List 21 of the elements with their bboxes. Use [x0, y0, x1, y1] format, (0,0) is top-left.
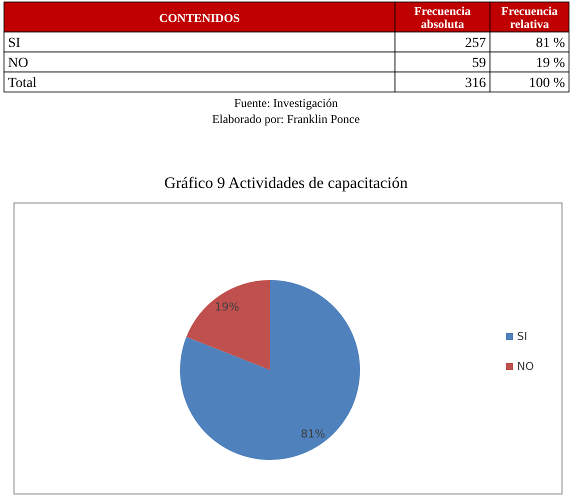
pie-slice — [186, 280, 270, 370]
text: 100 % — [528, 76, 566, 91]
text: Total — [8, 76, 37, 91]
text: CONTENIDOS — [159, 11, 240, 25]
text: 316 — [465, 76, 486, 91]
text: NO — [8, 56, 28, 71]
chart-title: Gráfico 9 Actividades de capacitación — [164, 175, 408, 192]
text: Frecuencia absoluta — [414, 4, 471, 31]
text: Frecuencia relativa — [501, 4, 558, 31]
pie-slice — [180, 280, 360, 460]
data-label: 19% — [214, 300, 240, 314]
text: 19 % — [536, 56, 566, 71]
text: 59 — [472, 56, 486, 71]
legend-label: NO — [517, 360, 534, 373]
legend-label: SI — [517, 330, 528, 343]
source-note: Fuente: Investigación — [234, 96, 338, 110]
text: Elaborado por: Franklin Ponce — [212, 112, 360, 126]
text: SI — [8, 36, 21, 51]
data-label: 81% — [300, 427, 326, 440]
text: 81 % — [536, 36, 566, 51]
text: 257 — [465, 36, 486, 51]
